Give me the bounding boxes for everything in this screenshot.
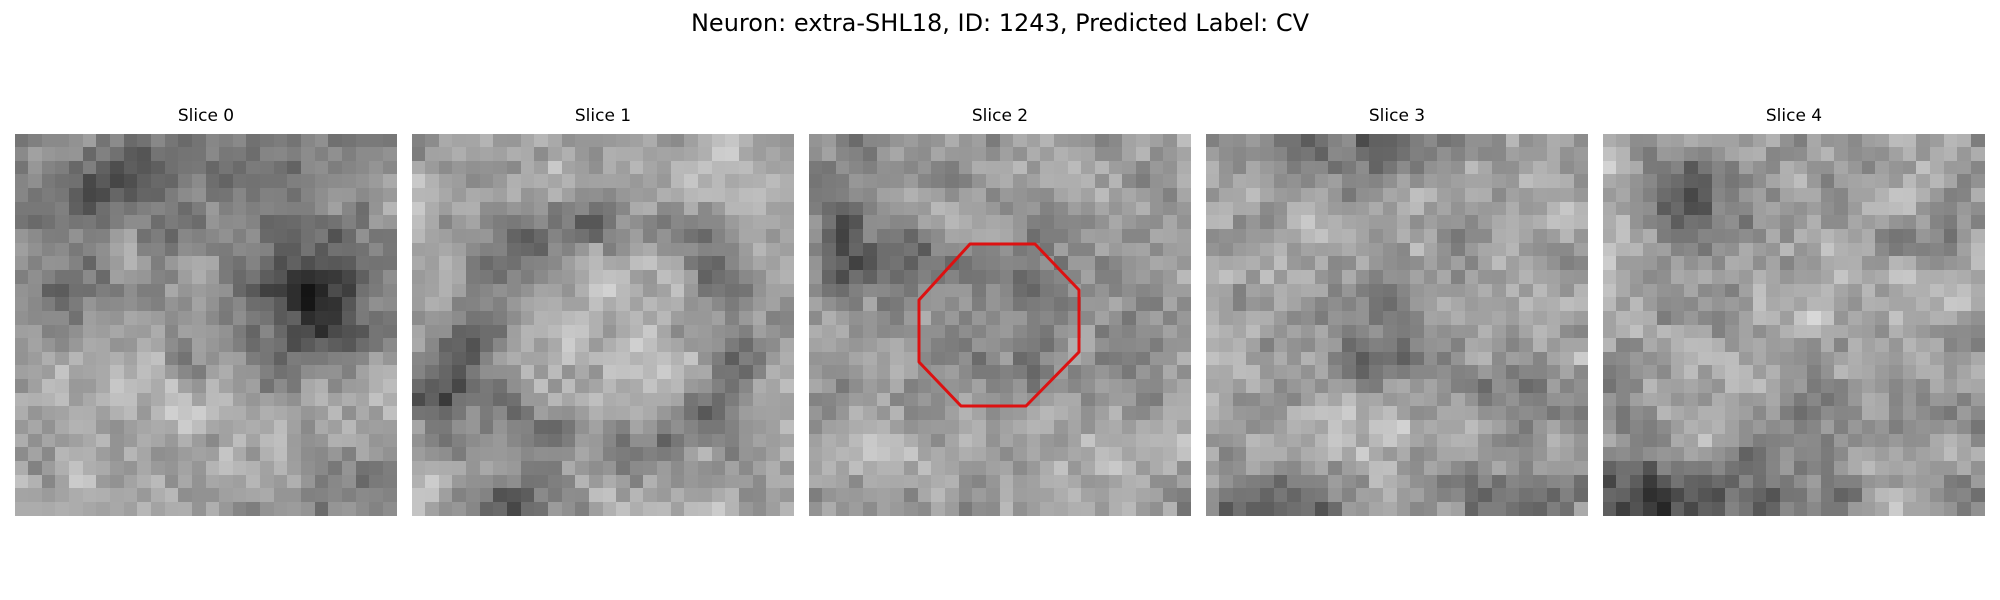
slice-panel-3: Slice 3 (1206, 104, 1588, 524)
slice-image-1 (412, 134, 794, 516)
slice-title-2: Slice 2 (971, 106, 1029, 126)
slice-panel-0: Slice 0 (15, 104, 397, 524)
slice-image-2 (809, 134, 1191, 516)
slice-title-3: Slice 3 (1368, 106, 1426, 126)
slice-image-4 (1603, 134, 1985, 516)
slice-title-1: Slice 1 (574, 106, 632, 126)
slice-image-3 (1206, 134, 1588, 516)
slice-panel-2: Slice 2 (809, 104, 1191, 524)
slice-panel-1: Slice 1 (412, 104, 794, 524)
figure-title: Neuron: extra-SHL18, ID: 1243, Predicted… (690, 9, 1310, 37)
slice-panel-4: Slice 4 (1603, 104, 1985, 524)
slice-title-4: Slice 4 (1765, 106, 1823, 126)
slice-title-0: Slice 0 (177, 106, 235, 126)
slice-image-0 (15, 134, 397, 516)
